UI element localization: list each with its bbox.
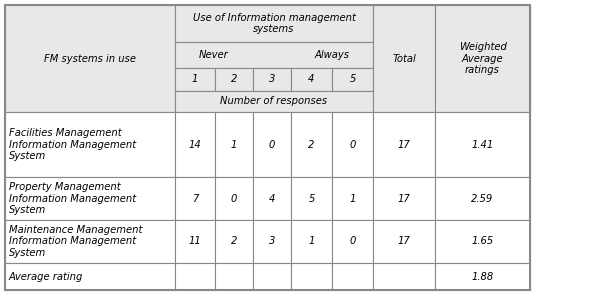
Bar — [5, 177, 175, 220]
Text: FM systems in use: FM systems in use — [44, 54, 136, 63]
Text: 1: 1 — [349, 193, 356, 204]
Bar — [215, 68, 253, 91]
Bar — [175, 68, 215, 91]
Bar — [175, 5, 373, 42]
Text: 1.88: 1.88 — [471, 271, 494, 282]
Text: 4: 4 — [269, 193, 275, 204]
Text: 3: 3 — [269, 237, 275, 246]
Text: Maintenance Management
Information Management
System: Maintenance Management Information Manag… — [9, 225, 142, 258]
Text: 17: 17 — [398, 237, 410, 246]
Bar — [5, 5, 530, 290]
Bar — [291, 263, 332, 290]
Text: 5: 5 — [349, 74, 356, 85]
Text: 2: 2 — [231, 74, 237, 85]
Bar — [291, 112, 332, 177]
Bar — [5, 5, 175, 112]
Bar — [215, 177, 253, 220]
Bar — [175, 112, 215, 177]
Text: Never: Never — [199, 50, 229, 60]
Text: 17: 17 — [398, 139, 410, 150]
Text: 7: 7 — [192, 193, 198, 204]
Bar — [332, 263, 373, 290]
Bar — [373, 112, 435, 177]
Bar — [5, 263, 175, 290]
Text: 3: 3 — [269, 74, 275, 85]
Bar — [332, 177, 373, 220]
Bar — [435, 220, 530, 263]
Bar — [435, 263, 530, 290]
Bar — [435, 177, 530, 220]
Text: Use of Information management
systems: Use of Information management systems — [192, 13, 355, 34]
Bar — [435, 112, 530, 177]
Bar — [175, 42, 373, 68]
Bar — [5, 220, 175, 263]
Text: Weighted
Average
ratings: Weighted Average ratings — [459, 42, 506, 75]
Bar — [215, 112, 253, 177]
Text: 0: 0 — [231, 193, 237, 204]
Text: 5: 5 — [308, 193, 315, 204]
Bar — [5, 5, 530, 112]
Bar — [373, 5, 435, 112]
Text: Always: Always — [314, 50, 349, 60]
Bar — [373, 220, 435, 263]
Bar — [253, 177, 291, 220]
Text: 1: 1 — [308, 237, 315, 246]
Text: 0: 0 — [349, 237, 356, 246]
Text: 2: 2 — [308, 139, 315, 150]
Text: 0: 0 — [349, 139, 356, 150]
Bar — [253, 68, 291, 91]
Bar — [332, 220, 373, 263]
Text: Property Management
Information Management
System: Property Management Information Manageme… — [9, 182, 136, 215]
Bar — [215, 263, 253, 290]
Text: 17: 17 — [398, 193, 410, 204]
Text: 2: 2 — [231, 237, 237, 246]
Bar — [373, 263, 435, 290]
Bar — [215, 220, 253, 263]
Text: Average rating: Average rating — [9, 271, 83, 282]
Text: Number of responses: Number of responses — [220, 97, 327, 106]
Bar — [175, 220, 215, 263]
Bar — [332, 68, 373, 91]
Text: 0: 0 — [269, 139, 275, 150]
Text: 4: 4 — [308, 74, 315, 85]
Bar — [373, 177, 435, 220]
Bar — [253, 112, 291, 177]
Text: 11: 11 — [189, 237, 201, 246]
Bar — [5, 112, 175, 177]
Bar — [291, 220, 332, 263]
Text: 14: 14 — [189, 139, 201, 150]
Text: 1.65: 1.65 — [471, 237, 494, 246]
Bar — [332, 112, 373, 177]
Bar — [435, 5, 530, 112]
Bar — [291, 68, 332, 91]
Text: 1: 1 — [192, 74, 198, 85]
Text: 1.41: 1.41 — [471, 139, 494, 150]
Bar — [175, 91, 373, 112]
Bar — [175, 263, 215, 290]
Bar — [253, 263, 291, 290]
Bar — [253, 220, 291, 263]
Text: Total: Total — [392, 54, 416, 63]
Bar — [291, 177, 332, 220]
Bar — [175, 177, 215, 220]
Text: Facilities Management
Information Management
System: Facilities Management Information Manage… — [9, 128, 136, 161]
Text: 2.59: 2.59 — [471, 193, 494, 204]
Text: 1: 1 — [231, 139, 237, 150]
